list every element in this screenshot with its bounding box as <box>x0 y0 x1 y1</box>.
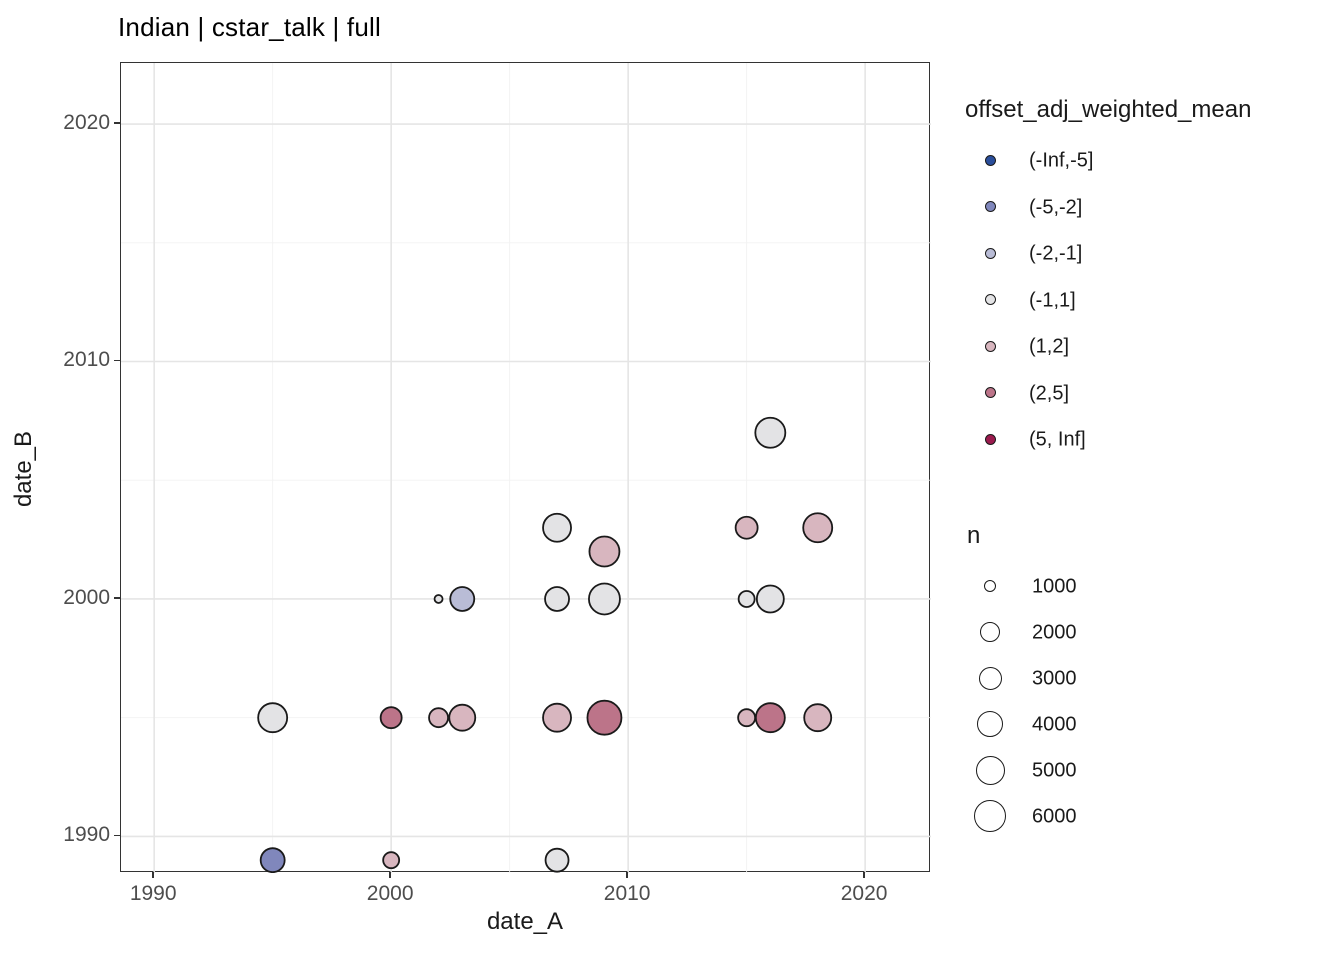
x-tick-mark <box>863 872 865 878</box>
legend-color-dot <box>984 387 996 399</box>
legend-color-label: (-2,-1] <box>1029 242 1083 265</box>
data-point <box>433 594 444 604</box>
data-point <box>382 851 401 870</box>
data-point <box>754 416 787 449</box>
data-point <box>544 847 570 873</box>
x-tick-mark <box>626 872 628 878</box>
x-tick-mark <box>152 872 154 878</box>
legend-size-circle <box>980 622 1001 643</box>
legend-size-label: 3000 <box>1032 667 1077 690</box>
data-point <box>586 699 623 736</box>
legend-size-circle <box>984 580 997 593</box>
legend-color-label: (2,5] <box>1029 382 1070 404</box>
legend-size-circle <box>978 666 1002 690</box>
legend-color-dot <box>984 294 996 306</box>
legend-color-label: (5, Inf] <box>1029 428 1086 451</box>
plot-area <box>121 63 931 873</box>
x-tick-mark <box>389 872 391 878</box>
legend-color-dot <box>984 340 996 352</box>
y-axis-title: date_B <box>10 430 37 508</box>
data-point <box>542 512 572 543</box>
size-legend-title: n <box>967 522 981 549</box>
data-point <box>449 586 476 612</box>
data-point <box>737 708 757 728</box>
legend-size-label: 6000 <box>1032 805 1077 828</box>
legend-color-dot <box>984 433 996 445</box>
data-point <box>379 706 403 730</box>
data-point <box>259 847 286 873</box>
data-point <box>588 535 621 568</box>
data-point <box>544 586 570 612</box>
x-tick-label: 2010 <box>603 882 651 905</box>
legend-size-circle <box>974 800 1007 833</box>
y-tick-mark <box>114 359 120 362</box>
x-tick-label: 2020 <box>840 882 888 905</box>
legend-color-dot <box>984 201 996 213</box>
data-point <box>428 707 449 729</box>
x-axis-title: date_A <box>486 908 564 935</box>
data-point <box>542 702 572 733</box>
y-tick-label: 1990 <box>63 823 110 847</box>
legend-size-label: 4000 <box>1032 713 1077 736</box>
data-point <box>802 512 834 544</box>
legend-size-label: 2000 <box>1032 621 1077 644</box>
x-tick-label: 1990 <box>129 882 177 905</box>
y-tick-label: 2010 <box>63 348 110 372</box>
color-legend-title: offset_adj_weighted_mean <box>965 96 1252 123</box>
data-point <box>448 703 477 732</box>
legend-size-label: 5000 <box>1032 759 1077 782</box>
legend-color-dot <box>984 247 996 259</box>
legend-color-label: (-5,-2] <box>1029 196 1083 218</box>
legend-size-label: 1000 <box>1032 575 1077 598</box>
data-point <box>734 515 759 540</box>
y-tick-label: 2000 <box>63 585 110 609</box>
legend-size-circle <box>977 711 1004 738</box>
plot-panel <box>120 62 931 873</box>
y-tick-mark <box>114 122 120 124</box>
data-point <box>803 703 833 733</box>
legend-color-label: (-1,1] <box>1029 289 1076 311</box>
data-point <box>754 702 786 734</box>
legend-color-label: (1,2] <box>1029 335 1070 358</box>
legend-color-dot <box>984 154 996 166</box>
legend-size-circle <box>975 755 1005 785</box>
x-tick-label: 2000 <box>366 882 414 905</box>
chart-title: Indian | cstar_talk | full <box>118 12 381 42</box>
y-tick-mark <box>114 597 120 599</box>
data-point <box>737 590 756 608</box>
y-tick-mark <box>114 834 120 837</box>
legend-color-label: (-Inf,-5] <box>1029 149 1094 172</box>
data-point <box>755 584 785 614</box>
y-tick-label: 2020 <box>63 111 110 135</box>
data-point <box>588 582 621 616</box>
data-point <box>257 702 289 734</box>
